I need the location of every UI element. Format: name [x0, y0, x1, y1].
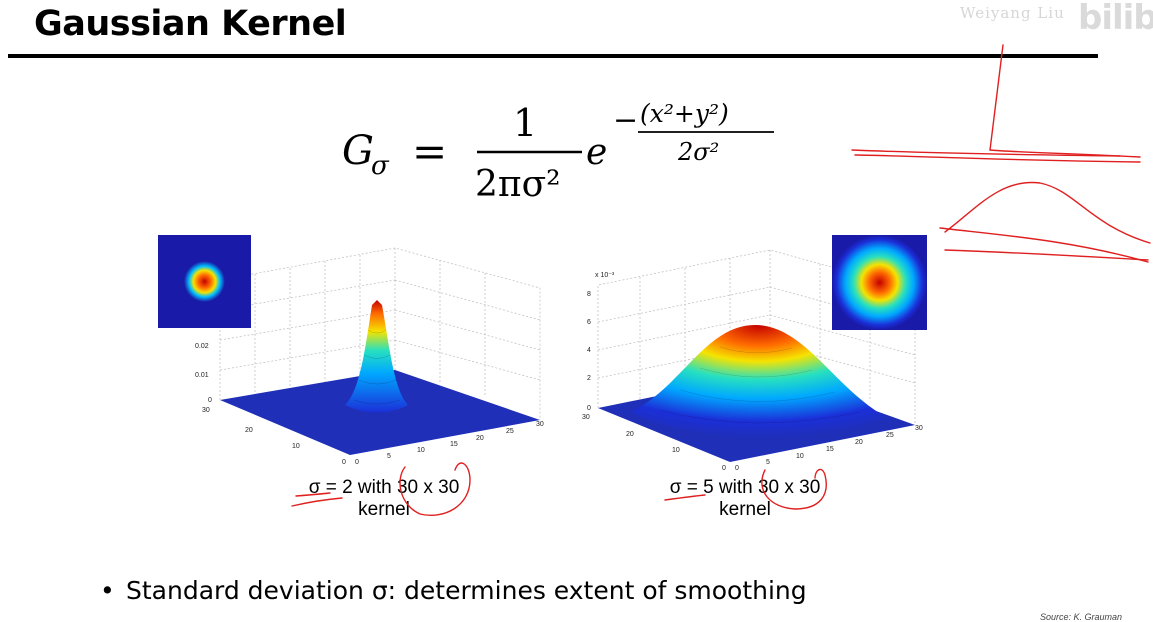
x-tick-10: 10: [796, 453, 804, 460]
title-underline: [8, 54, 1098, 58]
z-tick-2: 2: [587, 375, 591, 382]
x-tick-5: 5: [766, 459, 770, 466]
caption-sigma-2: σ = 2 with 30 x 30 kernel: [284, 477, 484, 521]
z-tick-4: 4: [587, 347, 591, 354]
z-multiplier: x 10⁻³: [595, 272, 615, 279]
surface-base: [220, 370, 540, 455]
caption-line-1: σ = 5 with 30 x 30: [669, 477, 821, 498]
bullet-text: Standard deviation σ: determines extent …: [126, 576, 807, 605]
x-tick-0: 0: [735, 465, 739, 470]
caption-sigma-5: σ = 5 with 30 x 30 kernel: [645, 477, 845, 521]
x-tick-30: 30: [536, 421, 544, 428]
y-tick-30: 30: [202, 407, 210, 414]
y-tick-30: 30: [582, 414, 590, 421]
caption-line-1: σ = 2 with 30 x 30: [308, 477, 460, 498]
x-tick-10: 10: [417, 447, 425, 454]
heatmap-inset-sigma-5: [832, 235, 927, 330]
formula-exponent-minus: −: [613, 103, 638, 138]
gaussian-surface-plot-sigma-2: 0 0.01 0.02 30 20 10 0 0 5 10 15 20 25 3…: [150, 230, 560, 470]
caption-line-2: kernel: [719, 499, 771, 520]
watermark-logo: bilibili: [1078, 0, 1153, 38]
surface-mound: [630, 325, 888, 439]
y-tick-0: 0: [722, 465, 726, 470]
formula-denominator: 2πσ²: [475, 164, 561, 205]
z-tick-0: 0: [587, 405, 591, 412]
y-tick-20: 20: [626, 431, 634, 438]
slide-title: Gaussian Kernel: [34, 4, 347, 44]
x-tick-30: 30: [915, 425, 923, 432]
surface-peak: [345, 300, 408, 413]
z-tick-1: 0.01: [195, 372, 209, 379]
y-tick-0: 0: [342, 459, 346, 466]
formula-exponent-denominator: 2σ²: [677, 138, 719, 166]
y-tick-10: 10: [672, 447, 680, 454]
x-tick-15: 15: [826, 446, 834, 453]
x-tick-20: 20: [855, 439, 863, 446]
y-tick-20: 20: [245, 427, 253, 434]
formula-lhs-subscript: σ: [371, 151, 390, 181]
z-tick-0: 0: [208, 397, 212, 404]
bullet-dot-icon: •: [100, 576, 115, 605]
x-tick-25: 25: [506, 428, 514, 435]
bullet-item: • Standard deviation σ: determines extent…: [100, 576, 807, 605]
gaussian-formula: G σ = 1 2πσ² e − (x²+y²) 2σ²: [330, 88, 800, 218]
y-tick-10: 10: [292, 443, 300, 450]
formula-equals: =: [412, 127, 447, 176]
x-tick-20: 20: [476, 435, 484, 442]
formula-numerator: 1: [513, 101, 537, 145]
x-tick-0: 0: [355, 459, 359, 466]
formula-e: e: [586, 132, 607, 173]
z-tick-2: 0.02: [195, 343, 209, 350]
z-tick-8: 8: [587, 291, 591, 298]
source-credit: Source: K. Grauman: [1040, 612, 1123, 622]
formula-exponent-numerator: (x²+y²): [640, 99, 729, 128]
gaussian-surface-plot-sigma-5: x 10⁻³ 0 2 4 6 8 30 20 10 0 0 5 10 15 20…: [570, 230, 950, 472]
caption-line-2: kernel: [358, 499, 410, 520]
x-tick-25: 25: [886, 432, 894, 439]
heatmap-inset-sigma-2: [158, 235, 251, 328]
formula-lhs: G: [342, 128, 374, 174]
x-tick-5: 5: [387, 453, 391, 460]
z-tick-6: 6: [587, 319, 591, 326]
watermark-text: Weiyang Liu: [960, 4, 1065, 22]
x-tick-15: 15: [450, 441, 458, 448]
